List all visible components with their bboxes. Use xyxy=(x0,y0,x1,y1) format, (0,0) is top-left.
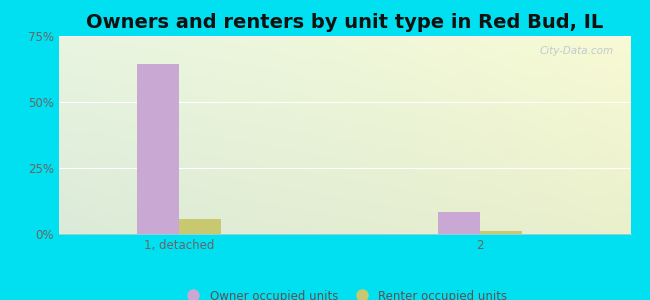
Bar xyxy=(438,212,480,234)
Bar xyxy=(480,231,522,234)
Legend: Owner occupied units, Renter occupied units: Owner occupied units, Renter occupied un… xyxy=(177,285,512,300)
Text: City-Data.com: City-Data.com xyxy=(540,46,614,56)
Title: Owners and renters by unit type in Red Bud, IL: Owners and renters by unit type in Red B… xyxy=(86,13,603,32)
Bar xyxy=(179,220,221,234)
Bar xyxy=(136,64,179,234)
